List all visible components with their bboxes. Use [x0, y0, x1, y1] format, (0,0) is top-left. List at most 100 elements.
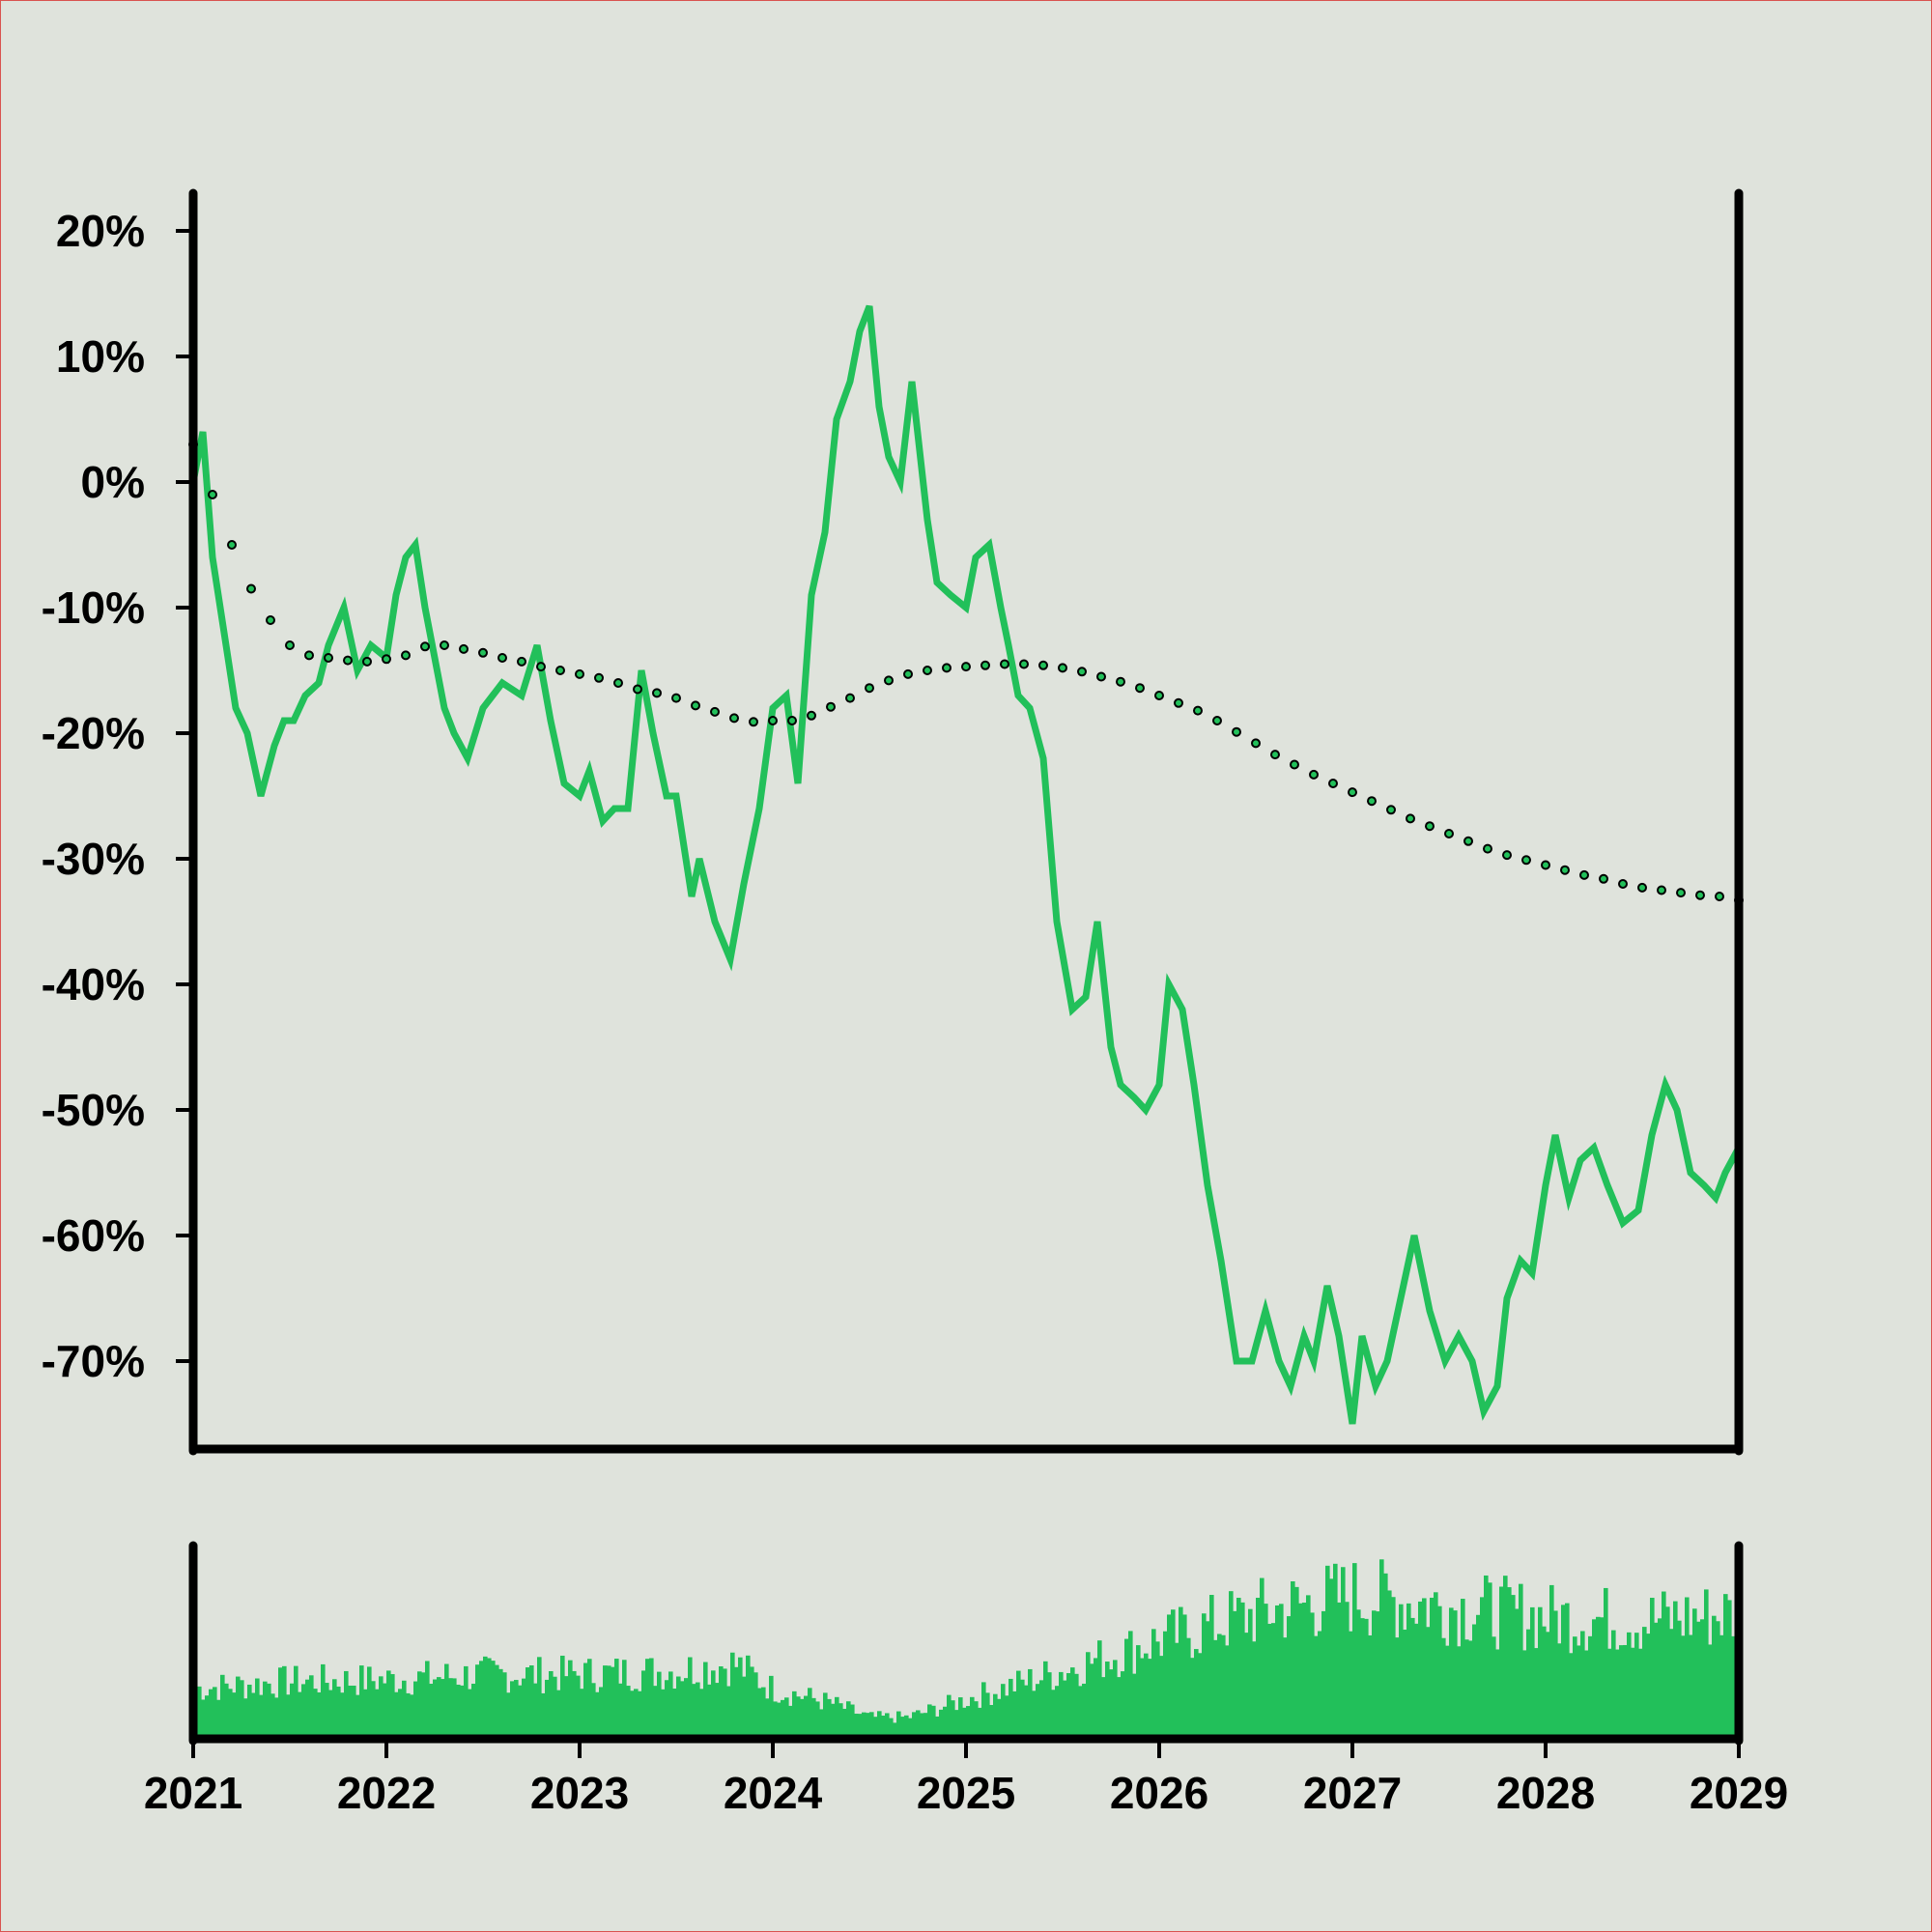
volume-bar: [1669, 1629, 1674, 1739]
volume-bar: [1573, 1636, 1577, 1739]
volume-bar: [410, 1694, 414, 1739]
volume-bar: [1094, 1658, 1098, 1739]
x-tick-label: 2029: [1690, 1768, 1788, 1818]
volume-bar: [1264, 1604, 1268, 1739]
volume-bar: [788, 1705, 793, 1739]
volume-bar: [1105, 1662, 1110, 1739]
volume-bar: [355, 1694, 360, 1739]
volume-bar: [641, 1670, 646, 1739]
volume-bar: [1461, 1599, 1465, 1739]
volume-bar: [448, 1678, 453, 1739]
volume-bar: [1522, 1650, 1527, 1739]
volume-bar: [529, 1665, 534, 1739]
y-tick-label: 0%: [81, 457, 145, 507]
series-marker: [710, 706, 720, 717]
volume-bar: [896, 1711, 901, 1739]
volume-bar: [506, 1692, 511, 1739]
volume-bar: [1039, 1680, 1044, 1739]
volume-bar: [1124, 1638, 1129, 1739]
volume-bar: [386, 1670, 391, 1739]
volume-bar: [468, 1689, 472, 1739]
volume-bar: [243, 1698, 248, 1739]
series-marker: [1077, 667, 1087, 677]
series-marker: [1232, 726, 1241, 737]
y-tick-label: -10%: [42, 582, 145, 633]
volume-bar: [1217, 1634, 1222, 1739]
volume-bar: [1318, 1631, 1322, 1739]
volume-bar: [753, 1672, 758, 1739]
volume-bar: [1453, 1610, 1458, 1739]
volume-bar: [1457, 1646, 1462, 1739]
volume-bar: [943, 1706, 948, 1739]
x-tick-label: 2023: [530, 1768, 629, 1818]
volume-bar: [278, 1667, 283, 1739]
volume-bar: [1267, 1623, 1272, 1739]
volume-bar: [653, 1686, 658, 1739]
volume-bar: [1209, 1595, 1214, 1739]
volume-bar: [1086, 1652, 1091, 1739]
volume-bar: [707, 1684, 712, 1739]
volume-bar: [1422, 1598, 1427, 1739]
volume-bar: [668, 1671, 673, 1739]
volume-bar: [270, 1693, 275, 1739]
series-marker: [208, 490, 217, 499]
volume-bar: [1090, 1663, 1094, 1739]
volume-bar: [1151, 1629, 1156, 1739]
volume-bar: [1144, 1653, 1149, 1739]
volume-bar: [1325, 1565, 1330, 1739]
volume-bar: [1190, 1658, 1195, 1739]
volume-bar: [325, 1683, 329, 1739]
volume-bar: [367, 1666, 372, 1739]
volume-bar: [1302, 1603, 1307, 1739]
series-marker: [536, 662, 546, 672]
volume-bar: [1082, 1683, 1087, 1739]
volume-bar: [634, 1689, 639, 1739]
volume-bar: [1476, 1614, 1481, 1739]
volume-bar: [1171, 1609, 1176, 1739]
volume-bar: [1306, 1595, 1311, 1739]
volume-panel: 2021 2022 2023 2024 2025 2026 2027 2028 2029: [144, 1541, 1788, 1818]
volume-bar: [978, 1707, 982, 1739]
series-marker: [1038, 660, 1048, 670]
series-marker: [923, 666, 932, 675]
volume-bar: [282, 1665, 287, 1739]
volume-bar: [1569, 1653, 1574, 1739]
volume-bar: [1716, 1621, 1720, 1739]
volume-bar: [294, 1665, 298, 1739]
series-marker: [691, 700, 700, 711]
volume-bar: [1615, 1649, 1620, 1739]
volume-bar: [340, 1692, 345, 1739]
volume-bar: [1372, 1610, 1377, 1739]
volume-bar: [568, 1660, 573, 1739]
volume-bar: [1074, 1673, 1079, 1739]
volume-bar: [545, 1679, 550, 1739]
volume-bar: [1333, 1563, 1338, 1739]
series-marker: [845, 693, 855, 703]
volume-bar: [1731, 1635, 1736, 1739]
volume-bar: [1356, 1609, 1361, 1739]
volume-bar: [912, 1712, 917, 1739]
volume-bar: [1379, 1559, 1384, 1739]
volume-bar: [815, 1701, 820, 1739]
volume-bar: [1225, 1645, 1230, 1739]
volume-bar: [1310, 1612, 1315, 1739]
series-marker: [1270, 750, 1280, 760]
volume-bar: [1499, 1586, 1504, 1739]
volume-bar: [1314, 1635, 1319, 1739]
volume-bar: [831, 1703, 836, 1739]
volume-bar: [958, 1697, 963, 1739]
volume-bar: [433, 1679, 438, 1739]
volume-bar: [1337, 1602, 1342, 1739]
volume-bar: [684, 1678, 689, 1739]
volume-bar: [274, 1697, 279, 1739]
volume-bar: [483, 1656, 488, 1739]
volume-bar: [1511, 1595, 1516, 1739]
volume-bar: [1619, 1645, 1624, 1739]
volume-bar: [1464, 1639, 1469, 1739]
volume-bar: [1607, 1648, 1612, 1739]
volume-bar: [1009, 1678, 1013, 1739]
volume-bar: [645, 1659, 650, 1739]
volume-bar: [394, 1691, 399, 1739]
series-marker: [1019, 659, 1029, 669]
volume-bar: [939, 1709, 944, 1739]
